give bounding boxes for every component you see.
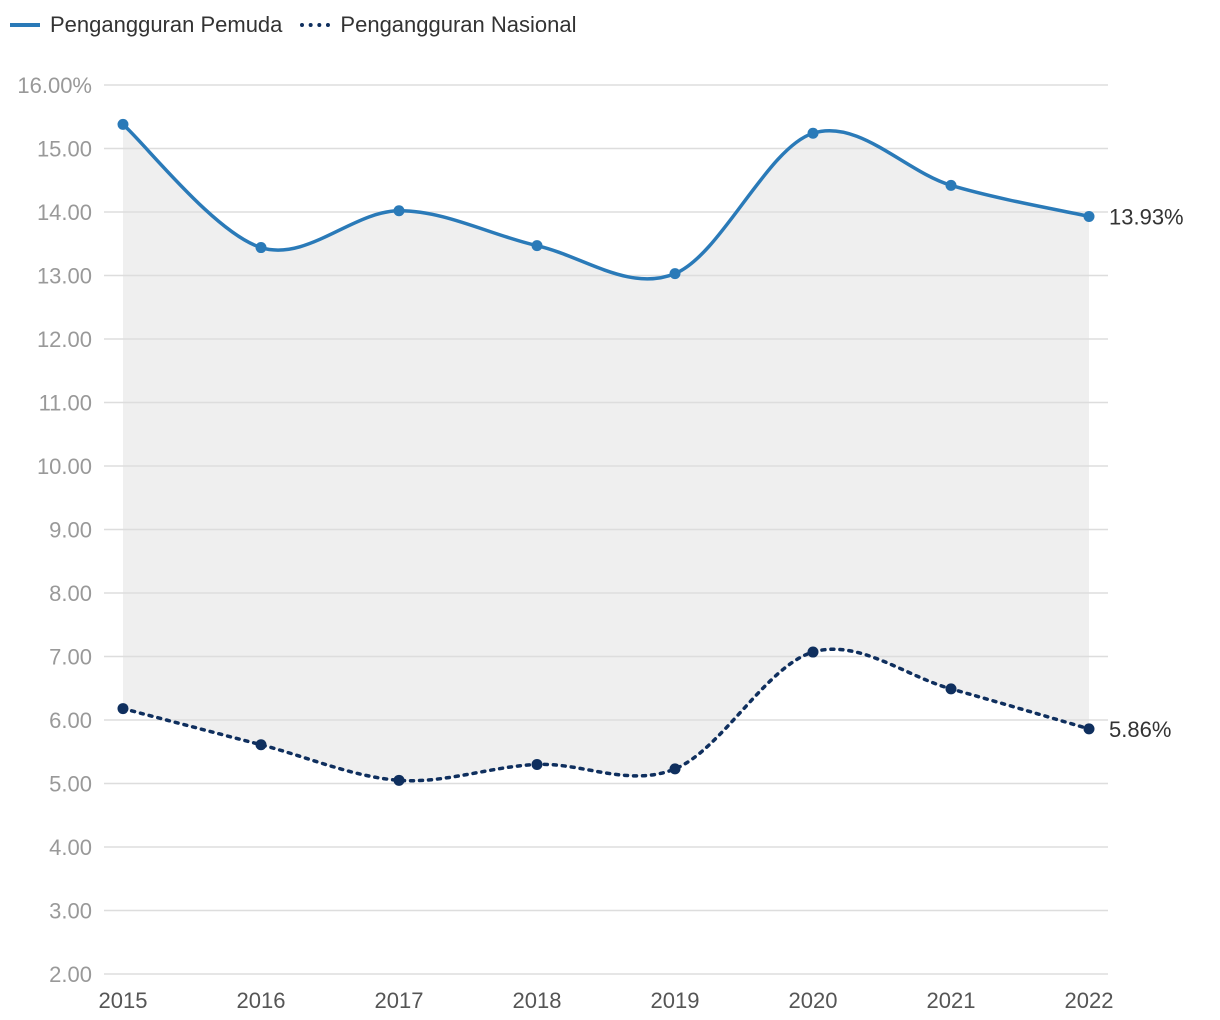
legend-label-nasional: Pengangguran Nasional bbox=[340, 12, 577, 37]
y-tick-label: 15.00 bbox=[37, 137, 92, 162]
y-tick-label: 4.00 bbox=[49, 835, 92, 860]
data-point-pemuda bbox=[117, 118, 129, 130]
data-point-nasional bbox=[945, 683, 957, 695]
legend-swatch-dotted bbox=[300, 23, 331, 27]
y-tick-label: 9.00 bbox=[49, 518, 92, 543]
legend: Pengangguran Pemuda Pengangguran Nasiona… bbox=[10, 12, 577, 38]
data-point-pemuda bbox=[1083, 210, 1095, 222]
data-point-pemuda bbox=[393, 205, 405, 217]
legend-label-pemuda: Pengangguran Pemuda bbox=[50, 12, 283, 37]
x-tick-label: 2016 bbox=[237, 988, 286, 1013]
x-tick-label: 2017 bbox=[375, 988, 424, 1013]
data-point-pemuda bbox=[807, 127, 819, 139]
y-tick-label: 8.00 bbox=[49, 581, 92, 606]
data-point-nasional bbox=[531, 758, 543, 770]
y-tick-label: 14.00 bbox=[37, 200, 92, 225]
data-point-nasional bbox=[393, 774, 405, 786]
data-point-nasional bbox=[1083, 723, 1095, 735]
data-point-nasional bbox=[807, 646, 819, 658]
y-tick-label: 5.00 bbox=[49, 772, 92, 797]
end-label-nasional: 5.86% bbox=[1109, 717, 1171, 742]
data-point-nasional bbox=[117, 703, 129, 715]
series-line-nasional bbox=[121, 647, 1091, 783]
data-point-pemuda bbox=[945, 179, 957, 191]
x-tick-label: 2022 bbox=[1065, 988, 1114, 1013]
y-tick-label: 16.00% bbox=[17, 73, 92, 98]
data-point-nasional bbox=[255, 739, 267, 751]
fill-between-area bbox=[123, 124, 1089, 781]
y-tick-label: 12.00 bbox=[37, 327, 92, 352]
legend-item-pemuda[interactable]: Pengangguran Pemuda bbox=[10, 12, 282, 38]
x-tick-label: 2015 bbox=[99, 988, 148, 1013]
y-tick-label: 6.00 bbox=[49, 708, 92, 733]
legend-item-nasional[interactable]: Pengangguran Nasional bbox=[300, 12, 577, 38]
y-tick-label: 11.00 bbox=[39, 391, 92, 416]
series-line-pemuda bbox=[121, 123, 1090, 281]
x-tick-label: 2021 bbox=[927, 988, 976, 1013]
x-tick-label: 2018 bbox=[513, 988, 562, 1013]
y-tick-label: 13.00 bbox=[37, 264, 92, 289]
y-tick-label: 2.00 bbox=[49, 962, 92, 987]
y-tick-label: 7.00 bbox=[49, 645, 92, 670]
x-tick-label: 2019 bbox=[651, 988, 700, 1013]
data-point-nasional bbox=[669, 763, 681, 775]
data-point-pemuda bbox=[531, 240, 543, 252]
legend-swatch-solid bbox=[10, 23, 40, 27]
y-tick-label: 3.00 bbox=[49, 899, 92, 924]
data-point-pemuda bbox=[669, 268, 681, 280]
data-point-pemuda bbox=[255, 242, 267, 254]
x-tick-label: 2020 bbox=[789, 988, 838, 1013]
y-tick-label: 10.00 bbox=[37, 454, 92, 479]
end-label-pemuda: 13.93% bbox=[1109, 204, 1184, 229]
